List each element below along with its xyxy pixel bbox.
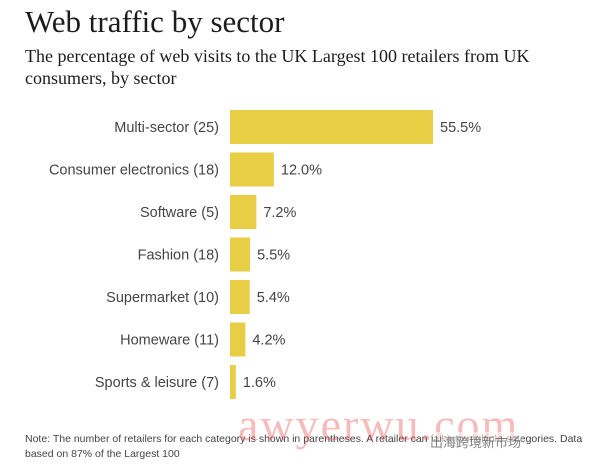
value-label: 7.2%: [263, 205, 296, 221]
bar: [230, 322, 246, 357]
value-label: 55.5%: [440, 120, 481, 136]
bar: [230, 365, 236, 399]
bar: [230, 152, 274, 187]
category-label: Fashion (18): [138, 248, 219, 264]
bar: [230, 110, 433, 144]
bar: [230, 195, 257, 229]
value-label: 12.0%: [281, 163, 322, 179]
value-label: 5.4%: [257, 290, 290, 306]
value-label: 5.5%: [257, 248, 290, 264]
category-label: Consumer electronics (18): [49, 163, 219, 179]
chart-subtitle: The percentage of web visits to the UK L…: [25, 46, 530, 88]
category-label: Software (5): [140, 205, 219, 221]
bar: [230, 280, 250, 314]
bar-chart: Multi-sector (25) 55.5% Consumer electroni…: [49, 110, 481, 399]
category-label: Sports & leisure (7): [95, 375, 219, 391]
watermark-channel: 出海跨境新市场: [430, 432, 522, 451]
chart-title: Web traffic by sector: [25, 4, 285, 39]
category-label: Homeware (11): [120, 333, 219, 349]
value-label: 4.2%: [252, 333, 285, 349]
category-label: Multi-sector (25): [114, 120, 219, 136]
bar: [230, 237, 251, 272]
value-label: 1.6%: [243, 375, 276, 391]
category-label: Supermarket (10): [106, 290, 219, 306]
